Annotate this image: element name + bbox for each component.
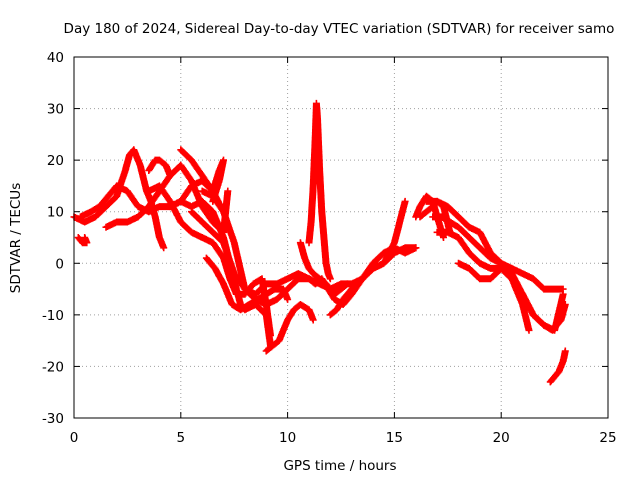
- y-tick-label: -10: [42, 308, 64, 324]
- x-tick-label: 5: [177, 430, 186, 446]
- series-arc-13: [305, 99, 334, 283]
- y-axis-label: SDTVAR / TECUs: [8, 183, 24, 293]
- x-tick-label: 0: [70, 430, 79, 446]
- series-arc-14: [296, 239, 351, 298]
- chart-title: Day 180 of 2024, Sidereal Day-to-day VTE…: [64, 21, 615, 37]
- series-arc-12: [262, 301, 317, 355]
- series-arc-22: [546, 347, 569, 386]
- series-arc-11: [202, 254, 292, 314]
- y-tick-label: -30: [42, 411, 64, 427]
- series-arc-15: [326, 244, 420, 319]
- plot-frame: [73, 56, 609, 419]
- grid-lines: [74, 57, 608, 418]
- x-tick-label: 15: [386, 430, 403, 446]
- x-tick-label: 25: [599, 430, 616, 446]
- y-tick-label: 20: [47, 153, 64, 169]
- x-tick-label: 10: [279, 430, 296, 446]
- series-arc-6: [145, 156, 174, 180]
- series-arc-2: [74, 234, 91, 247]
- y-tick-label: 40: [47, 50, 64, 66]
- axis-ticks: 0 5 10 15 20 25 -30 -20 -10 0 10 20 30 40: [42, 50, 617, 446]
- y-tick-label: 0: [55, 256, 64, 272]
- series-arc-21: [455, 259, 533, 334]
- y-tick-label: -20: [42, 359, 64, 375]
- y-tick-label: 10: [47, 205, 64, 221]
- data-series: [70, 99, 569, 386]
- series-arc-8: [177, 146, 227, 205]
- y-tick-label: 30: [47, 102, 64, 118]
- x-tick-label: 20: [493, 430, 510, 446]
- x-axis-label: GPS time / hours: [283, 458, 396, 474]
